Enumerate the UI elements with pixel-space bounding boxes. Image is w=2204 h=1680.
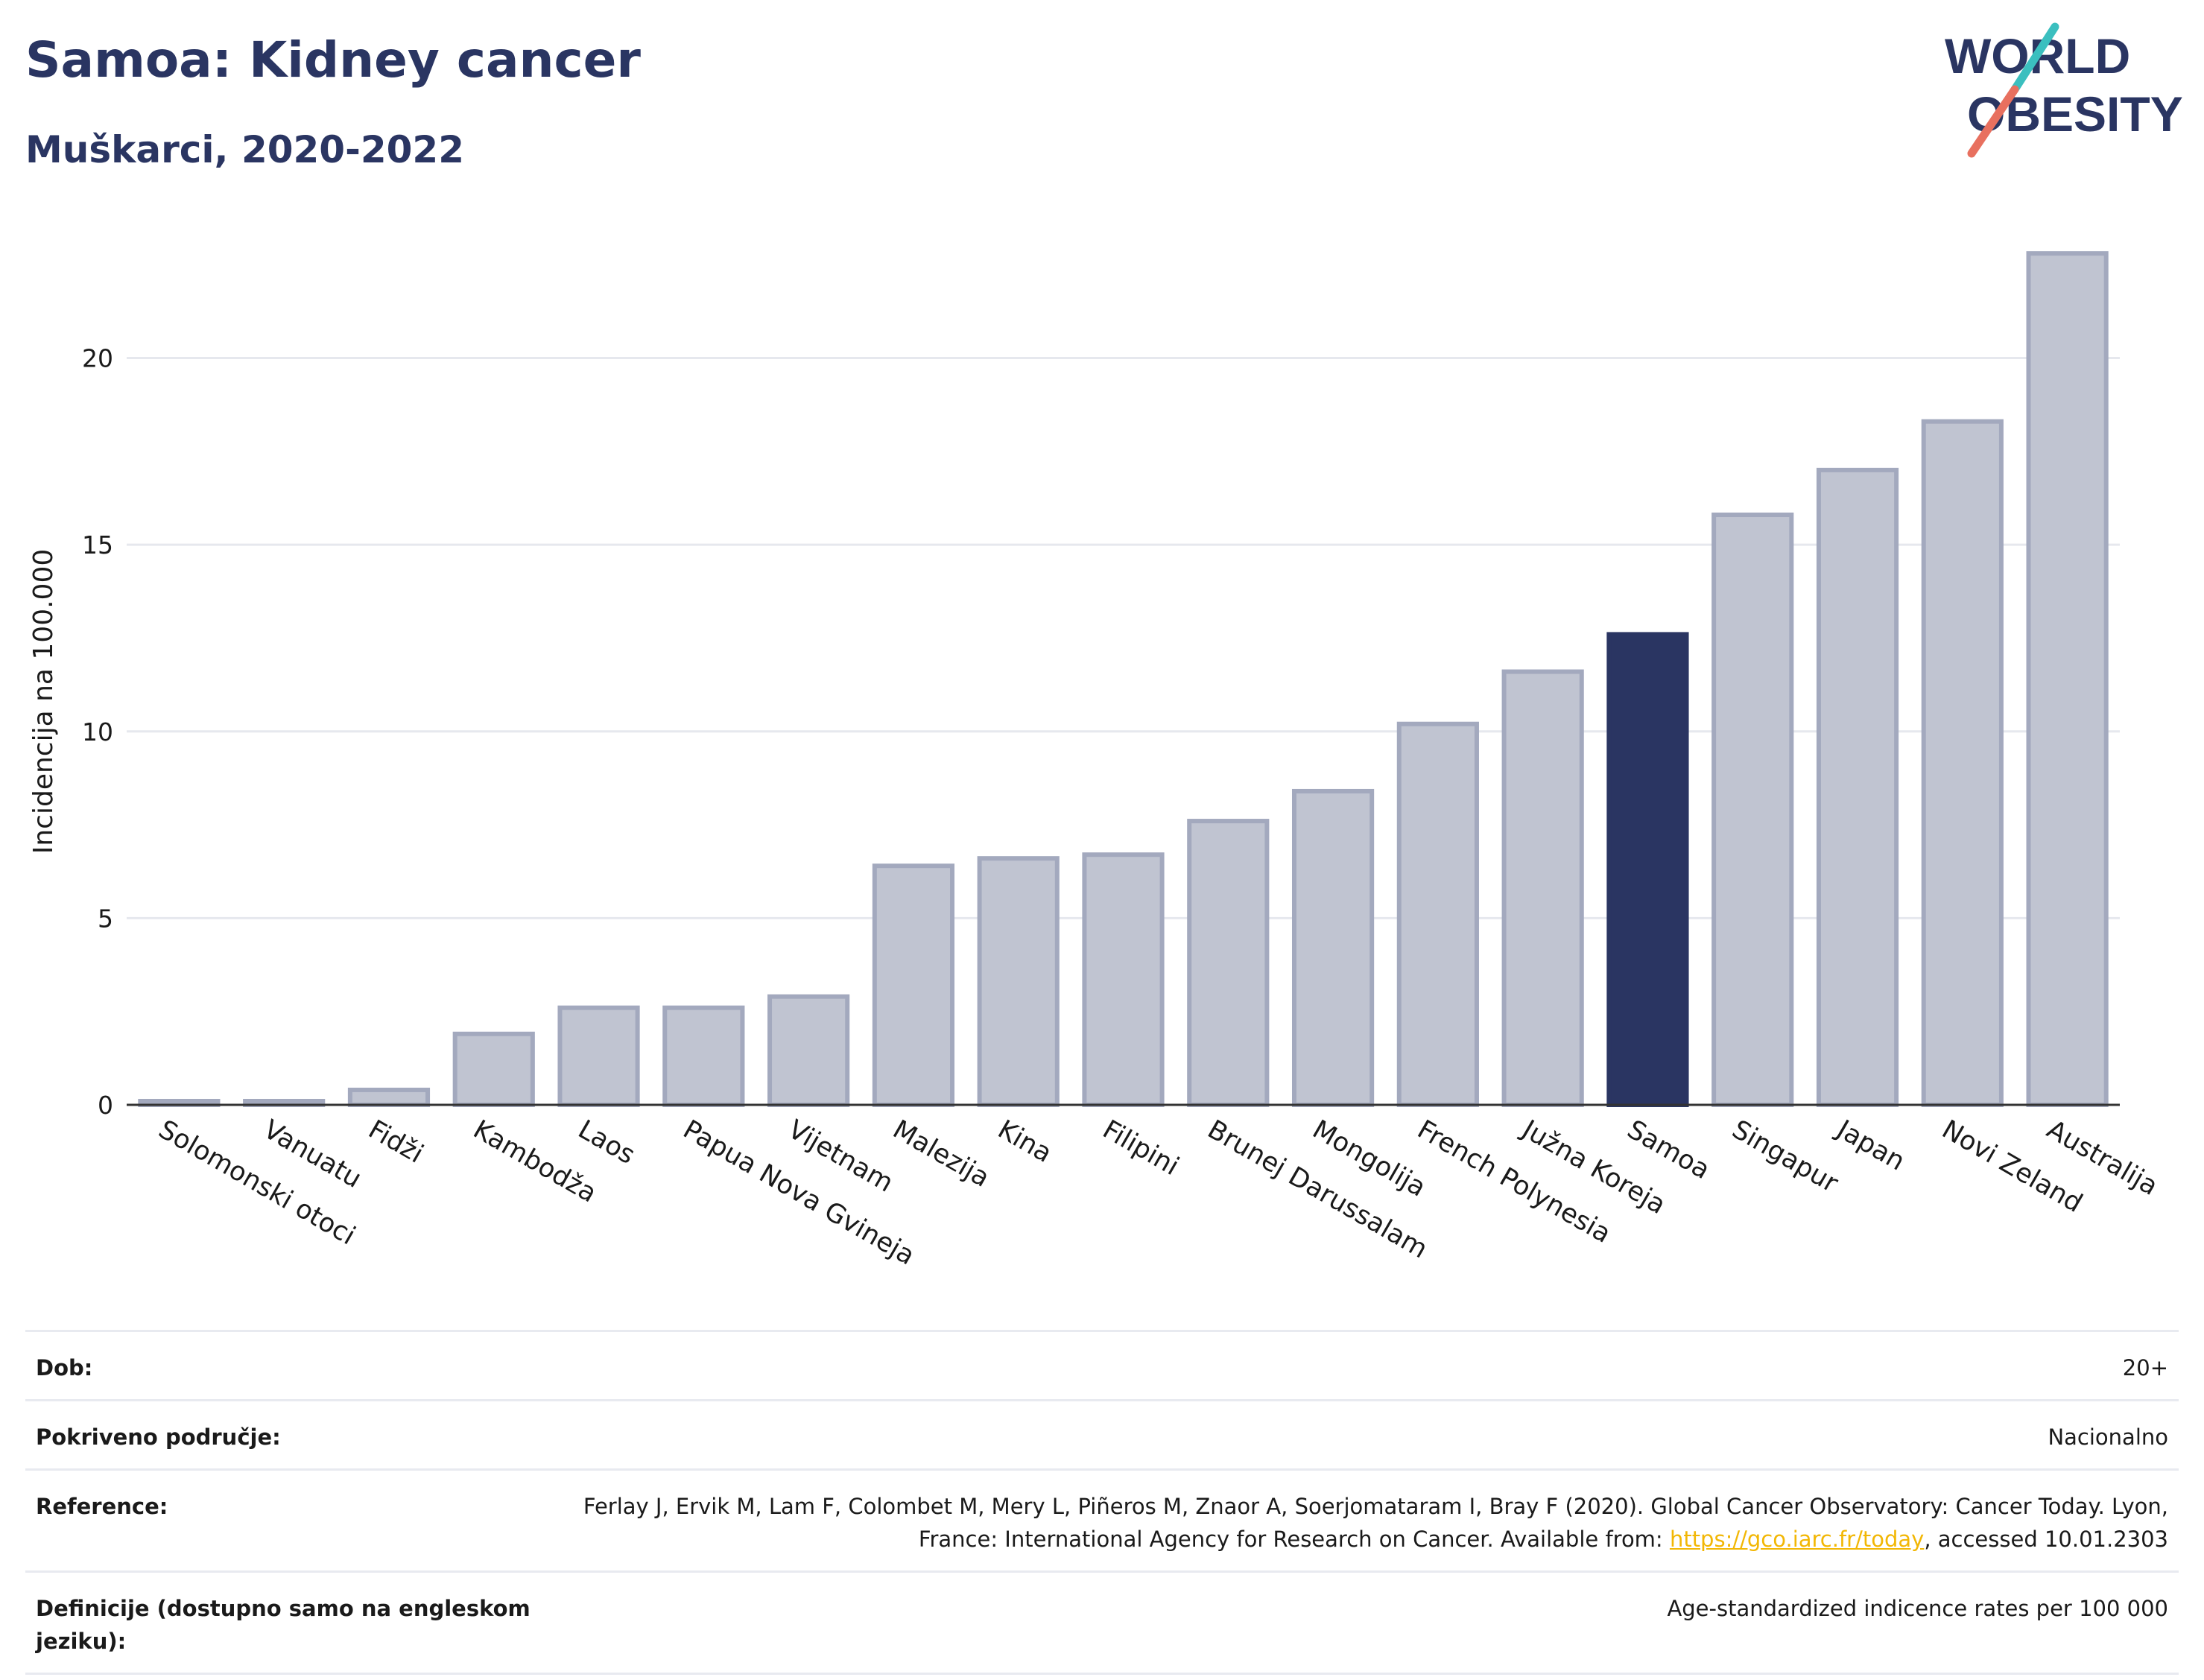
x-tick-label: Japan [1831, 1114, 1910, 1176]
world-obesity-logo: WORLD OBESITY [1945, 22, 2183, 158]
y-tick-label: 15 [82, 530, 113, 560]
info-value: 20+ [2122, 1355, 2168, 1381]
x-tick-label: Singapur [1727, 1115, 1843, 1199]
bars [138, 251, 2109, 1108]
info-key: Pokriveno područje: [36, 1424, 281, 1450]
bar [1501, 669, 1584, 1107]
x-tick-label: Kina [992, 1115, 1057, 1169]
x-tick-label: Malezija [887, 1115, 994, 1194]
y-tick-label: 10 [82, 717, 113, 747]
chart-subtitle: Muškarci, 2020-2022 [25, 128, 465, 171]
bar [662, 1005, 745, 1108]
x-tick-label: French Polynesia [1412, 1115, 1615, 1249]
bar [872, 863, 955, 1107]
bar [767, 994, 850, 1107]
x-tick-label: Laos [573, 1115, 640, 1170]
bar [557, 1005, 640, 1108]
reference-accessed: , accessed 10.01.2303 [1924, 1527, 2168, 1552]
info-value: Ferlay J, Ervik M, Lam F, Colombet M, Me… [566, 1490, 2168, 1556]
bar [1816, 467, 1899, 1107]
y-axis-label: Incidencija na 100.000 [28, 549, 59, 855]
info-row-coverage: Pokriveno područje: Nacionalno [25, 1399, 2179, 1468]
bar [452, 1031, 535, 1107]
bar [1187, 819, 1270, 1108]
info-row-definitions: Definicije (dostupno samo na engleskom j… [25, 1570, 2179, 1675]
bar [2026, 251, 2109, 1107]
bar [1606, 632, 1689, 1107]
bar [1291, 788, 1375, 1107]
info-key: Definicije (dostupno samo na engleskom j… [36, 1596, 531, 1654]
bar [1082, 852, 1165, 1107]
x-tick-label: Fidži [363, 1115, 428, 1169]
bar [1711, 513, 1794, 1107]
bar [1921, 419, 2004, 1107]
x-tick-label: Filipini [1098, 1115, 1184, 1182]
logo-teal-slash [2010, 22, 2059, 94]
info-value: Nacionalno [2048, 1424, 2168, 1450]
info-key: Dob: [36, 1355, 93, 1381]
info-row-age: Dob: 20+ [25, 1330, 2179, 1399]
y-tick-label: 0 [98, 1091, 113, 1120]
x-tick-label: Solomonski otoci [153, 1115, 361, 1251]
bar [1396, 721, 1479, 1107]
y-tick-label: 5 [98, 904, 113, 933]
reference-link[interactable]: https://gco.iarc.fr/today [1669, 1527, 1925, 1552]
bar [347, 1087, 431, 1107]
y-tick-label: 20 [82, 344, 113, 373]
reference-text: Ferlay J, Ervik M, Lam F, Colombet M, Me… [583, 1494, 2168, 1552]
y-tick-labels: 0 5 10 15 20 [82, 344, 113, 1120]
info-key: Reference: [36, 1494, 168, 1519]
info-value: Age-standardized indicence rates per 100… [1667, 1596, 2168, 1621]
chart-title: Samoa: Kidney cancer [25, 31, 641, 89]
bar [977, 856, 1060, 1108]
info-table: Dob: 20+ Pokriveno područje: Nacionalno … [25, 1330, 2179, 1675]
logo-coral-slash [1967, 85, 2019, 158]
info-row-reference: Reference: Ferlay J, Ervik M, Lam F, Col… [25, 1468, 2179, 1570]
